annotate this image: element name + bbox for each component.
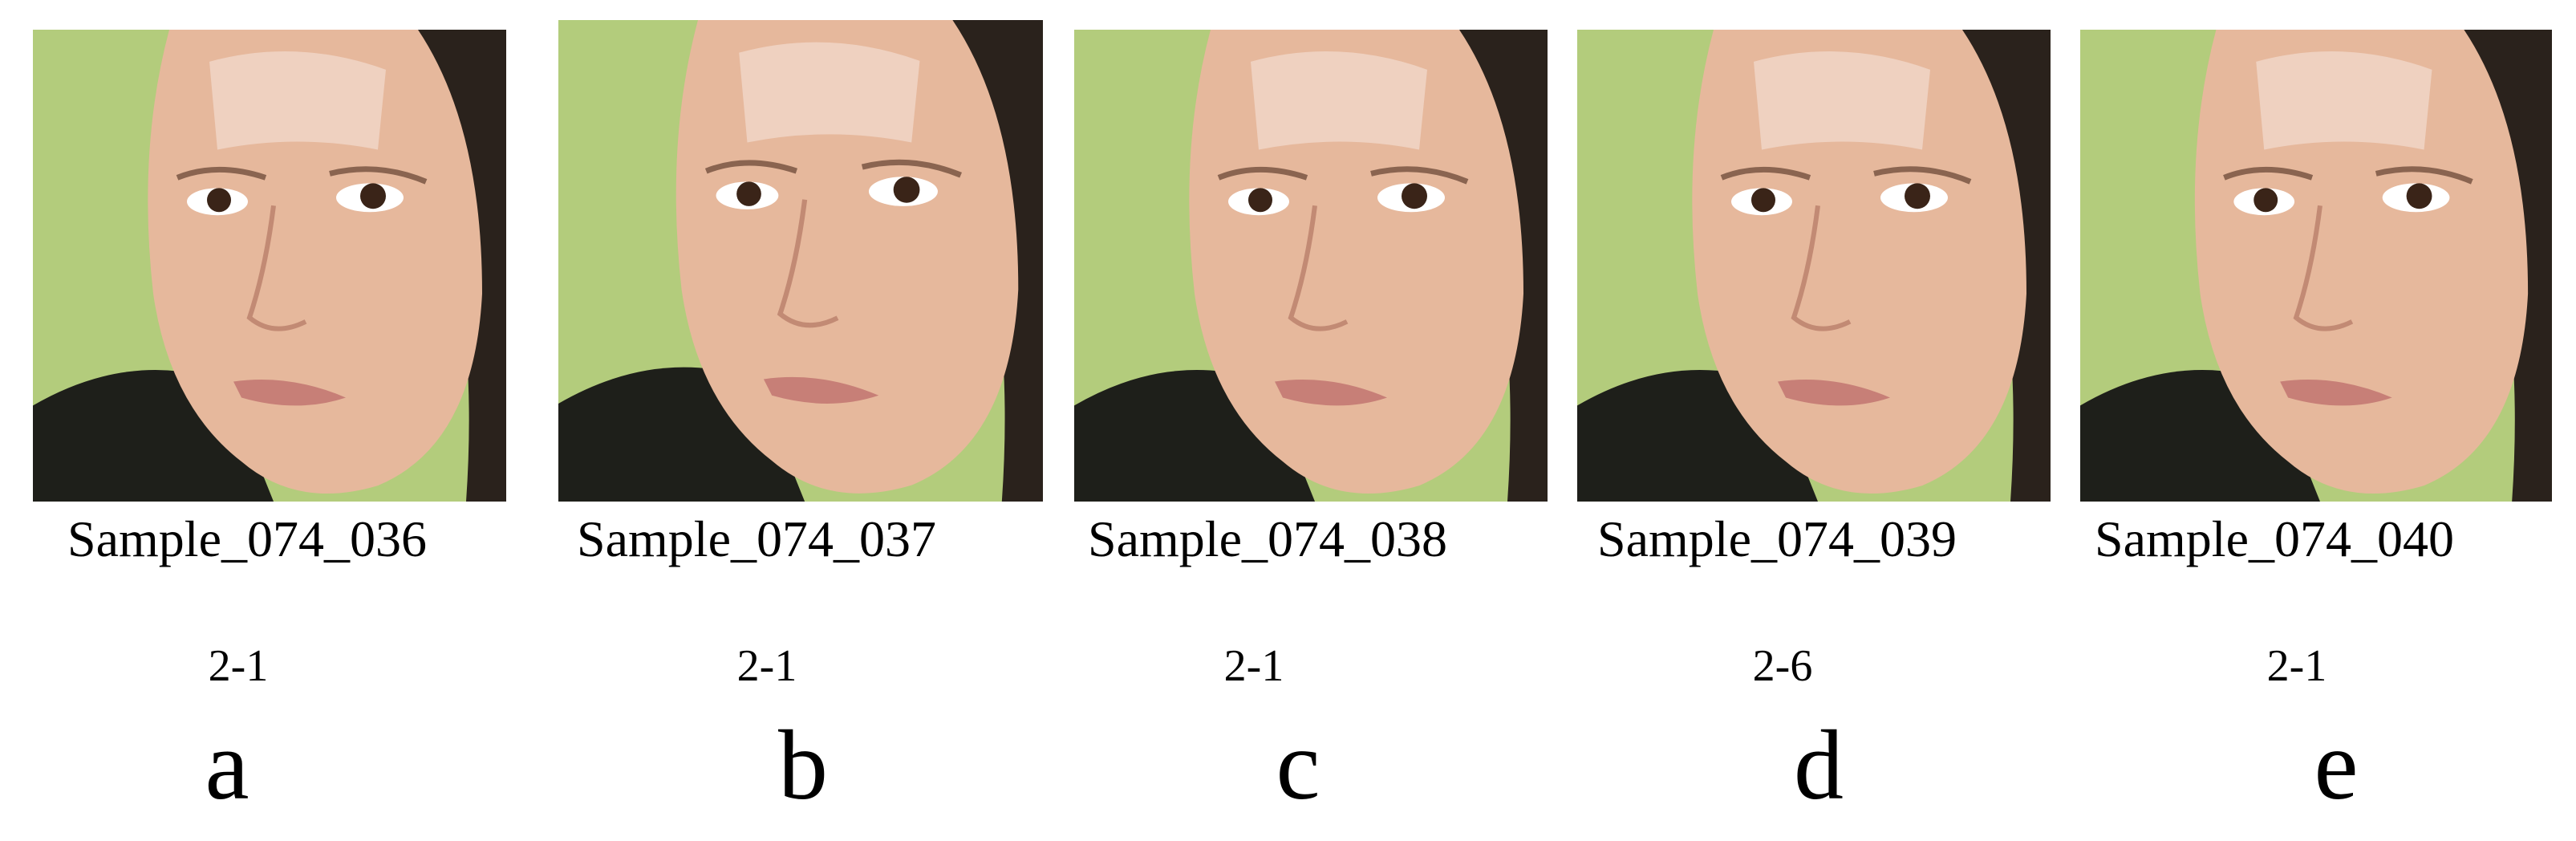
code-label: 2-6 <box>1753 641 1813 691</box>
code-label: 2-1 <box>1224 641 1284 691</box>
sample-label: Sample_074_038 <box>1088 510 1447 567</box>
panel-letter: a <box>205 710 249 820</box>
sample-label: Sample_074_039 <box>1597 510 1957 567</box>
face-photo <box>558 20 1043 502</box>
code-label: 2-1 <box>737 641 797 691</box>
panel-letter: e <box>2314 710 2358 820</box>
code-label: 2-1 <box>209 641 269 691</box>
face-photo <box>1577 30 2051 502</box>
face-photo <box>2080 30 2552 502</box>
sample-label: Sample_074_040 <box>2095 510 2454 567</box>
face-photo <box>1074 30 1548 502</box>
face-photo <box>33 30 506 502</box>
panel-letter: b <box>778 710 828 820</box>
sample-label: Sample_074_036 <box>67 510 427 567</box>
panel-letter: d <box>1794 710 1844 820</box>
code-label: 2-1 <box>2267 641 2327 691</box>
sample-label: Sample_074_037 <box>577 510 936 567</box>
panel-letter: c <box>1276 710 1320 820</box>
